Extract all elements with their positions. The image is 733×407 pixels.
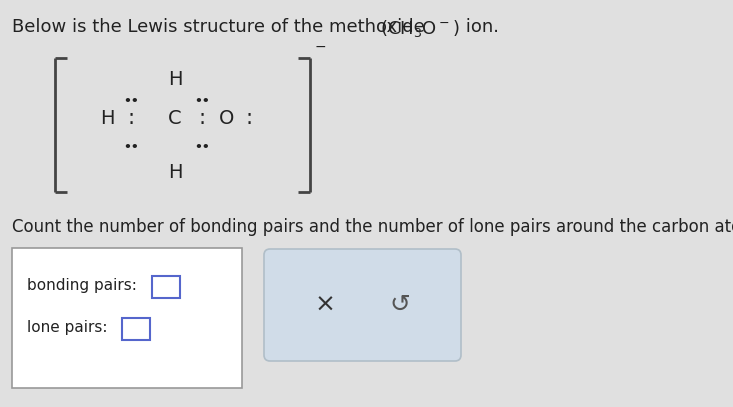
Bar: [152, 276, 180, 298]
Text: ••: ••: [194, 141, 210, 154]
Text: H: H: [100, 109, 114, 127]
Text: ••: ••: [123, 95, 139, 108]
Text: C: C: [168, 109, 182, 127]
Text: lone pairs:: lone pairs:: [27, 320, 108, 335]
Text: :: :: [199, 108, 205, 128]
Text: H: H: [168, 163, 183, 182]
Text: ×: ×: [314, 293, 336, 317]
Text: bonding pairs:: bonding pairs:: [27, 278, 137, 293]
Text: ↺: ↺: [389, 293, 410, 317]
Text: :: :: [246, 108, 252, 128]
Text: −: −: [315, 40, 327, 54]
Text: O: O: [219, 109, 235, 127]
Text: ••: ••: [194, 95, 210, 108]
Bar: [122, 318, 150, 340]
FancyBboxPatch shape: [264, 249, 461, 361]
Text: Below is the Lewis structure of the methoxide: Below is the Lewis structure of the meth…: [12, 18, 430, 36]
Text: ••: ••: [123, 141, 139, 154]
Text: ion.: ion.: [460, 18, 499, 36]
Text: H: H: [168, 70, 183, 89]
Text: :: :: [128, 108, 134, 128]
Text: Count the number of bonding pairs and the number of lone pairs around the carbon: Count the number of bonding pairs and th…: [12, 218, 733, 236]
Text: $\left(\mathrm{CH_3O^-}\right)$: $\left(\mathrm{CH_3O^-}\right)$: [380, 18, 460, 39]
Bar: [12, 248, 242, 388]
